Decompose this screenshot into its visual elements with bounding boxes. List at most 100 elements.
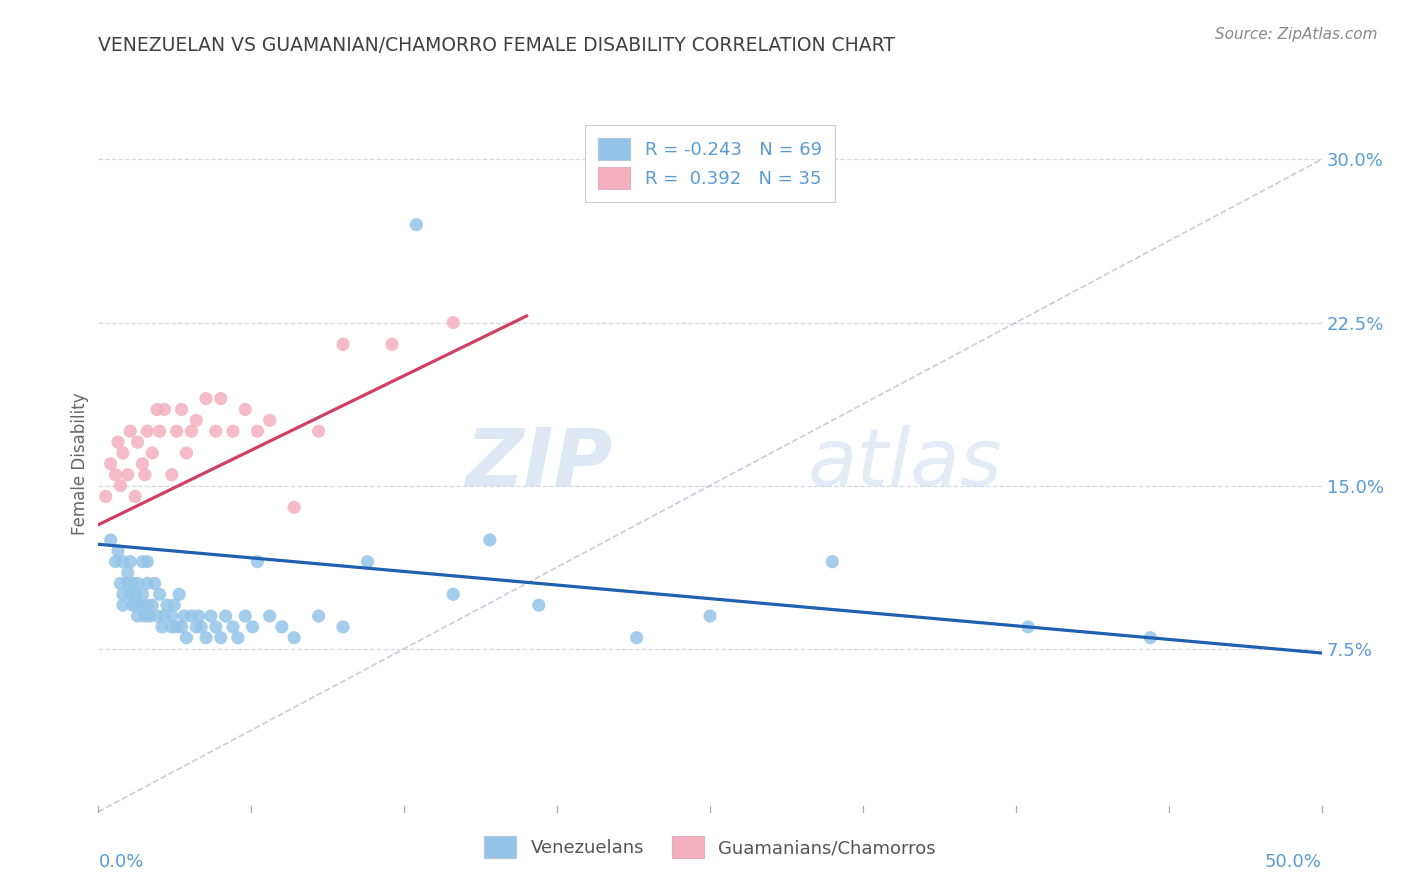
Point (381, 337, 404, 351)
Point (209, 392, 232, 406)
Point (222, 620, 245, 634)
Point (259, 609, 281, 624)
Point (111, 587, 134, 601)
Point (134, 467, 156, 482)
Point (121, 576, 143, 591)
Point (246, 555, 269, 569)
Point (200, 609, 222, 624)
Point (405, 218, 427, 232)
Point (124, 598, 146, 612)
Point (270, 620, 294, 634)
Point (1017, 620, 1039, 634)
Point (170, 402, 193, 417)
Point (308, 424, 330, 438)
Point (120, 555, 142, 569)
Point (120, 424, 142, 438)
Text: Source: ZipAtlas.com: Source: ZipAtlas.com (1215, 27, 1378, 42)
Point (205, 620, 228, 634)
Point (94, 490, 117, 504)
Point (180, 424, 202, 438)
Point (110, 576, 132, 591)
Point (222, 424, 245, 438)
Point (821, 555, 844, 569)
Point (356, 555, 378, 569)
Point (131, 587, 153, 601)
Point (129, 598, 152, 612)
Point (124, 490, 146, 504)
Point (176, 446, 198, 460)
Point (166, 424, 188, 438)
Point (153, 402, 176, 417)
Point (242, 620, 264, 634)
Point (150, 620, 173, 634)
Point (186, 620, 208, 634)
Point (121, 598, 143, 612)
Point (149, 424, 172, 438)
Point (187, 609, 209, 624)
Point (107, 435, 129, 450)
Text: VENEZUELAN VS GUAMANIAN/CHAMORRO FEMALE DISABILITY CORRELATION CHART: VENEZUELAN VS GUAMANIAN/CHAMORRO FEMALE … (98, 36, 896, 54)
Point (110, 478, 132, 492)
Point (160, 620, 183, 634)
Point (104, 555, 127, 569)
Point (127, 609, 149, 624)
Point (527, 598, 550, 612)
Text: 50.0%: 50.0% (1265, 854, 1322, 871)
Point (332, 620, 354, 634)
Point (209, 631, 232, 645)
Point (233, 402, 256, 417)
Point (478, 533, 501, 547)
Point (195, 631, 218, 645)
Point (120, 587, 142, 601)
Point (308, 609, 330, 624)
Point (100, 457, 122, 471)
Point (149, 587, 172, 601)
Point (131, 555, 153, 569)
Point (136, 424, 159, 438)
Point (283, 631, 305, 645)
Point (136, 576, 159, 591)
Point (153, 609, 176, 624)
Point (136, 598, 159, 612)
Point (166, 620, 188, 634)
Text: 0.0%: 0.0% (98, 854, 143, 871)
Point (111, 598, 134, 612)
Legend: Venezuelans, Guamanians/Chamorros: Venezuelans, Guamanians/Chamorros (477, 829, 943, 865)
Y-axis label: Female Disability: Female Disability (70, 392, 89, 535)
Point (124, 587, 146, 601)
Point (143, 576, 166, 591)
Point (111, 446, 134, 460)
Point (117, 576, 139, 591)
Point (100, 533, 122, 547)
Text: atlas: atlas (808, 425, 1002, 503)
Point (134, 609, 156, 624)
Point (332, 337, 354, 351)
Point (441, 316, 464, 330)
Point (117, 566, 139, 580)
Point (283, 500, 305, 515)
Point (170, 620, 193, 634)
Point (104, 467, 127, 482)
Point (205, 424, 228, 438)
Point (699, 609, 721, 624)
Point (195, 392, 218, 406)
Point (117, 467, 139, 482)
Point (176, 631, 198, 645)
Point (136, 555, 159, 569)
Point (233, 609, 256, 624)
Point (107, 544, 129, 558)
Point (156, 598, 179, 612)
Point (226, 631, 249, 645)
Point (139, 609, 162, 624)
Point (214, 609, 236, 624)
Point (160, 609, 183, 624)
Point (190, 620, 212, 634)
Point (173, 609, 195, 624)
Point (111, 555, 134, 569)
Point (160, 467, 183, 482)
Point (180, 609, 202, 624)
Point (626, 631, 648, 645)
Point (131, 457, 153, 471)
Point (163, 598, 186, 612)
Point (146, 609, 169, 624)
